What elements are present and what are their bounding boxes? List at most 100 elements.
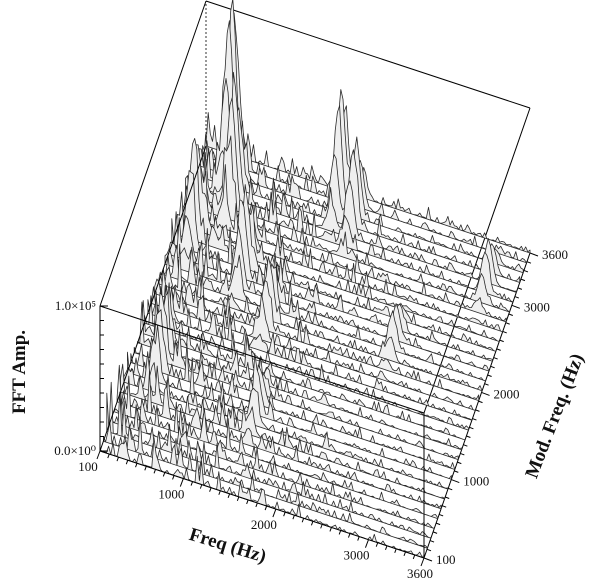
y-tick-label: 3600	[542, 247, 568, 262]
y-minor-tick	[435, 522, 441, 526]
x-minor-tick	[403, 551, 406, 557]
y-tick-label: 100	[436, 552, 456, 567]
x-minor-tick	[347, 533, 351, 538]
trace-line	[116, 364, 442, 510]
trace-line	[198, 20, 524, 274]
y-minor-tick	[487, 374, 492, 377]
x-minor-tick	[236, 496, 240, 502]
y-axis-title: Mod. Freq. (Hz)	[521, 351, 588, 481]
x-minor-tick	[172, 475, 175, 480]
y-minor-tick	[496, 348, 501, 351]
y-minor-tick	[523, 269, 529, 273]
trace-line	[109, 398, 435, 529]
trace-line	[168, 199, 493, 362]
x-tick-label: 3000	[343, 548, 369, 563]
trace-line	[99, 437, 425, 559]
y-tick-mark	[451, 479, 460, 484]
trace-line	[161, 244, 486, 382]
trace-lines	[99, 0, 531, 559]
x-minor-tick	[357, 536, 360, 541]
x-minor-tick	[116, 456, 119, 462]
x-tick-mark	[420, 557, 425, 567]
y-minor-tick	[469, 426, 474, 430]
x-minor-tick	[107, 453, 110, 459]
x-tick-mark	[272, 508, 277, 518]
y-minor-tick	[460, 452, 465, 456]
trace-line	[157, 243, 483, 392]
y-tick-label: 3000	[524, 299, 550, 314]
x-minor-tick	[144, 466, 147, 471]
trace-line	[174, 138, 500, 342]
top-front-edge	[99, 305, 425, 414]
top-left-edge	[99, 0, 207, 307]
x-minor-tick	[375, 542, 379, 547]
axis-ticks: 0.0×10⁰1.0×10⁵10010002000300036001001000…	[54, 247, 568, 581]
y-minor-tick	[517, 287, 523, 290]
x-minor-tick	[412, 554, 416, 560]
z-axis-title: FFT Amp.	[9, 330, 30, 414]
y-tick-mark	[481, 391, 490, 396]
trace-line	[127, 324, 452, 480]
trace-line	[205, 12, 531, 254]
y-minor-tick	[502, 330, 507, 334]
top-back-edge	[205, 0, 531, 109]
trace-line	[120, 363, 445, 500]
x-minor-tick	[394, 548, 397, 554]
x-minor-tick	[320, 524, 323, 529]
y-tick-mark	[423, 557, 433, 562]
y-minor-tick	[475, 409, 480, 412]
x-minor-tick	[283, 511, 286, 517]
y-minor-tick	[490, 365, 495, 369]
y-minor-tick	[472, 418, 477, 421]
trace-line	[140, 282, 466, 441]
x-minor-tick	[135, 463, 138, 468]
y-minor-tick	[441, 505, 447, 508]
x-tick-mark	[364, 539, 369, 548]
floor-right-edge	[423, 252, 531, 559]
trace-line	[147, 285, 473, 421]
x-minor-tick	[246, 499, 249, 505]
x-minor-tick	[329, 527, 332, 532]
x-minor-tick	[153, 469, 157, 474]
trace-line	[113, 375, 439, 519]
y-minor-tick	[466, 435, 471, 438]
x-minor-tick	[255, 502, 258, 508]
x-minor-tick	[218, 490, 221, 495]
trace-line	[137, 292, 462, 451]
x-tick-mark	[179, 478, 184, 487]
y-minor-tick	[508, 313, 513, 316]
x-minor-tick	[199, 484, 203, 489]
y-minor-tick	[457, 461, 462, 465]
x-minor-tick	[209, 487, 212, 492]
y-tick-mark	[529, 252, 539, 257]
x-minor-tick	[310, 521, 314, 526]
x-minor-tick	[338, 530, 342, 535]
back-box-frame	[99, 0, 531, 559]
y-minor-tick	[514, 296, 520, 299]
trace-line	[106, 381, 432, 539]
y-minor-tick	[438, 513, 444, 517]
y-minor-tick	[484, 383, 489, 386]
floor-left-edge	[99, 145, 207, 452]
trace-line	[181, 158, 507, 323]
top-right-edge	[423, 107, 531, 414]
x-minor-tick	[301, 518, 305, 523]
trace-line	[144, 289, 469, 431]
z-tick-label: 1.0×10⁵	[55, 298, 96, 313]
x-tick-label: 100	[78, 459, 98, 474]
x-tick-mark	[96, 450, 101, 460]
x-minor-tick	[264, 505, 268, 511]
y-minor-tick	[454, 470, 459, 473]
y-tick-label: 2000	[494, 386, 520, 401]
y-minor-tick	[493, 357, 498, 360]
z-tick-label: 0.0×10⁰	[54, 443, 96, 458]
y-minor-tick	[429, 540, 435, 543]
y-minor-tick	[426, 548, 432, 552]
y-minor-tick	[445, 496, 450, 499]
x-minor-tick	[125, 459, 129, 465]
y-minor-tick	[448, 487, 453, 491]
y-minor-tick	[499, 339, 504, 343]
x-minor-tick	[190, 481, 194, 486]
x-minor-tick	[227, 493, 231, 498]
